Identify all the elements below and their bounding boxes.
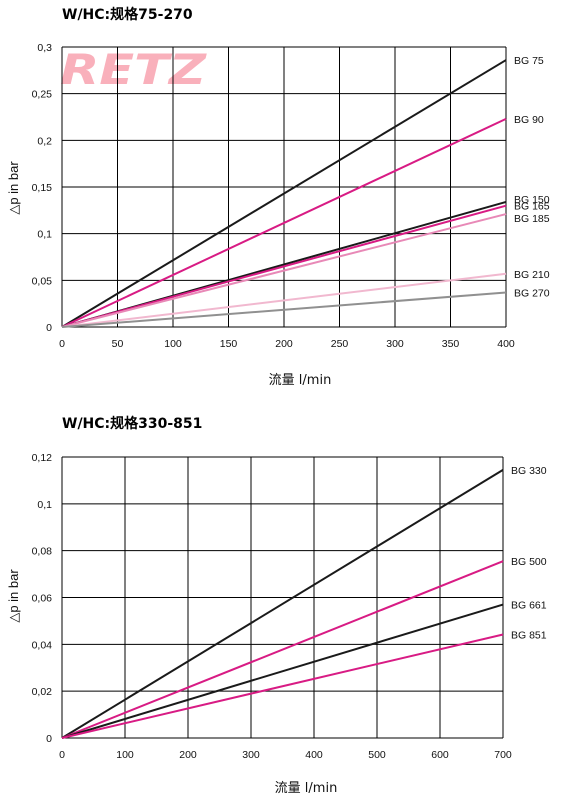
chart1-x-tick-label: 200 <box>275 338 293 350</box>
chart1-series-label-bg-210: BG 210 <box>514 269 550 281</box>
chart1-series-line-bg-270 <box>61 291 507 328</box>
chart2: 0 100 200 300 400 500 600 700 0 0,02 0,04 0,06 0,08 0… <box>32 452 547 761</box>
chart2-series-label-bg-500: BG 500 <box>511 556 547 568</box>
chart1-series-label-bg-90: BG 90 <box>514 114 544 126</box>
chart2-series-label-bg-661: BG 661 <box>511 600 547 612</box>
chart1-x-tick-label: 50 <box>112 338 124 350</box>
chart1-title: W/HC:规格75-270 <box>62 6 193 23</box>
chart1-series-label-bg-165: BG 165 <box>514 201 550 213</box>
chart2-x-tick-label: 700 <box>494 749 512 761</box>
chart2-y-tick-label: 0,02 <box>32 686 53 698</box>
chart1-series-line-bg-165 <box>61 204 507 328</box>
chart1-series-line-bg-185 <box>61 213 507 328</box>
chart2-x-tick-label: 300 <box>242 749 260 761</box>
chart2-y-tick-label: 0,08 <box>32 546 53 558</box>
chart2-series-label-bg-330: BG 330 <box>511 465 547 477</box>
chart1-y-tick-label: 0,15 <box>32 182 53 194</box>
chart1-x-axis-label: 流量 l/min <box>269 373 332 388</box>
chart1-y-axis-label: △p in bar <box>6 161 21 215</box>
chart1-x-tick-label: 400 <box>497 338 515 350</box>
chart1-series-line-bg-90 <box>61 117 507 328</box>
chart1-y-tick-label: 0,1 <box>37 229 52 241</box>
chart1-x-tick-label: 0 <box>59 338 65 350</box>
chart1-x-tick-label: 300 <box>386 338 404 350</box>
chart2-series-label-bg-851: BG 851 <box>511 629 547 641</box>
chart1-series-line-bg-75 <box>61 59 507 328</box>
chart1-y-tick-label: 0,3 <box>37 42 52 54</box>
chart2-series-line-bg-661 <box>61 603 504 739</box>
chart1: 0 50 100 150 200 250 300 350 400 0 0,05 0,1 0,15 0,2 0… <box>32 42 550 350</box>
chart1-y-tick-label: 0,2 <box>37 135 52 147</box>
chart1-x-tick-label: 350 <box>442 338 460 350</box>
chart2-y-tick-label: 0,1 <box>37 499 52 511</box>
chart1-y-tick-label: 0,25 <box>32 89 53 101</box>
chart2-series-line-bg-500 <box>61 560 504 739</box>
chart2-x-axis-label: 流量 l/min <box>275 781 338 796</box>
chart2-x-tick-label: 0 <box>59 749 65 761</box>
chart2-x-tick-label: 100 <box>116 749 134 761</box>
chart1-series-label-bg-185: BG 185 <box>514 213 550 225</box>
chart1-series-label-bg-75: BG 75 <box>514 55 544 67</box>
chart1-y-tick-label: 0 <box>46 322 52 334</box>
chart1-series-label-bg-270: BG 270 <box>514 287 550 299</box>
chart1-series-line-bg-210 <box>61 272 507 328</box>
chart2-x-tick-label: 200 <box>179 749 197 761</box>
chart2-y-tick-label: 0 <box>46 733 52 745</box>
chart2-series-line-bg-851 <box>61 633 504 739</box>
chart2-x-tick-label: 500 <box>368 749 386 761</box>
chart2-y-tick-label: 0,06 <box>32 593 53 605</box>
chart2-x-tick-label: 600 <box>431 749 449 761</box>
chart1-y-tick-label: 0,05 <box>32 275 53 287</box>
retz-logo: RETZ <box>60 45 208 94</box>
chart2-title: W/HC:规格330-851 <box>62 415 202 432</box>
chart2-series-line-bg-330 <box>61 469 504 739</box>
chart1-x-tick-label: 150 <box>220 338 238 350</box>
chart1-series-label-bg-150: BG 150 <box>514 194 550 206</box>
chart1-x-tick-label: 100 <box>164 338 182 350</box>
chart2-y-tick-label: 0,04 <box>32 639 53 651</box>
chart2-x-tick-label: 400 <box>305 749 323 761</box>
chart1-x-tick-label: 250 <box>331 338 349 350</box>
chart2-y-tick-label: 0,12 <box>32 452 53 464</box>
chart2-y-axis-label: △p in bar <box>6 569 21 623</box>
